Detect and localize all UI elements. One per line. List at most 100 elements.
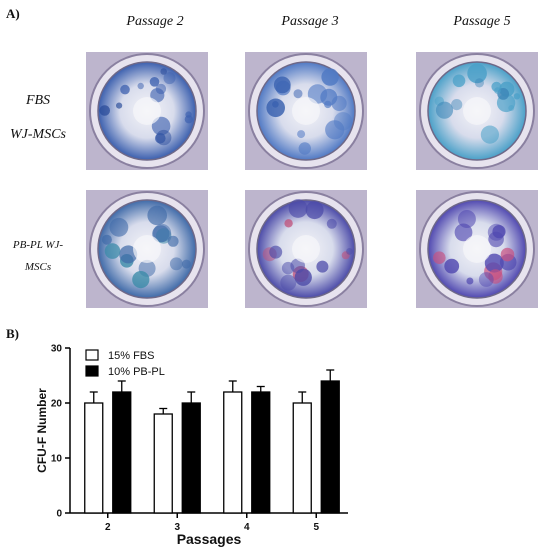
colony-spot bbox=[297, 130, 306, 139]
row-header-fbs-line2: WJ-MSCs bbox=[10, 127, 66, 142]
x-tick-label: 5 bbox=[313, 522, 319, 533]
colony-spot bbox=[494, 87, 501, 94]
colony-spot bbox=[321, 68, 339, 86]
well-image-fbs-passage-2 bbox=[86, 52, 208, 170]
y-tick-label: 20 bbox=[51, 399, 63, 410]
colony-spot bbox=[488, 269, 503, 284]
cfu-f-bar-chart: 0 10 20 30 CFU-F Number Passages 2 3 4 5 15% FBS 10… bbox=[35, 344, 348, 547]
x-axis-title: Passages bbox=[177, 531, 242, 547]
colony-spot bbox=[433, 251, 446, 264]
colony-spot bbox=[104, 243, 121, 259]
x-tick-label: 2 bbox=[105, 522, 111, 533]
colony-spot bbox=[181, 259, 191, 269]
colony-spot bbox=[346, 248, 353, 255]
legend-swatch bbox=[85, 349, 99, 361]
colony-spot bbox=[478, 272, 494, 287]
colony-spot bbox=[325, 120, 345, 140]
colony-spot bbox=[457, 210, 476, 228]
well-image-pbpl-passage-3 bbox=[245, 190, 367, 308]
colony-spot bbox=[316, 260, 329, 273]
x-tick-label: 4 bbox=[244, 522, 250, 533]
column-header-passage-3: Passage 3 bbox=[281, 14, 339, 29]
colony-spot bbox=[492, 225, 506, 239]
bar-pbpl-passage-3 bbox=[181, 402, 201, 514]
colony-spot bbox=[454, 223, 473, 242]
colony-spot bbox=[99, 105, 110, 116]
colony-spot bbox=[324, 100, 332, 109]
colony-spot bbox=[298, 142, 311, 155]
row-header-fbs-line1: FBS bbox=[25, 93, 51, 108]
colony-spot bbox=[132, 271, 150, 289]
colony-spot bbox=[294, 268, 312, 286]
panel-b-label: B) bbox=[6, 326, 19, 341]
well-image-fbs-passage-5 bbox=[416, 52, 538, 170]
legend-label: 15% FBS bbox=[108, 350, 154, 362]
legend-label: 10% PB-PL bbox=[108, 366, 165, 378]
colony-spot bbox=[508, 105, 515, 111]
colony-spot bbox=[163, 72, 176, 85]
colony-spot bbox=[467, 63, 487, 84]
colony-spot bbox=[272, 101, 279, 108]
colony-spot bbox=[500, 247, 515, 262]
colony-spot bbox=[120, 84, 130, 95]
colony-spot bbox=[284, 219, 293, 228]
column-header-passage-2: Passage 2 bbox=[126, 14, 184, 29]
x-tick-label: 3 bbox=[174, 522, 180, 533]
colony-spot bbox=[288, 199, 308, 218]
colony-spot bbox=[147, 205, 167, 226]
colony-spot bbox=[452, 74, 466, 88]
colony-spot bbox=[101, 234, 112, 245]
colony-spot bbox=[137, 82, 144, 90]
colony-spot bbox=[160, 68, 167, 75]
colony-spot bbox=[466, 277, 474, 285]
bar-pbpl-passage-2 bbox=[112, 391, 132, 514]
colony-spot bbox=[513, 93, 521, 100]
well-image-fbs-passage-3 bbox=[245, 52, 367, 170]
bar-fbs-passage-3 bbox=[153, 413, 173, 514]
colony-spot bbox=[293, 89, 303, 99]
colony-spot bbox=[151, 116, 171, 136]
y-tick-label: 0 bbox=[56, 509, 62, 520]
well-image-pbpl-passage-2 bbox=[86, 190, 208, 308]
row-header-pbpl-line2: MSCs bbox=[24, 261, 52, 273]
colony-spot bbox=[153, 223, 172, 243]
colony-spot bbox=[109, 217, 129, 237]
well-image-pbpl-passage-5 bbox=[416, 190, 538, 308]
colony-spot bbox=[167, 235, 179, 247]
colony-spot bbox=[333, 112, 353, 131]
colony-spot bbox=[119, 245, 138, 264]
row-header-fbs: FBS WJ-MSCs bbox=[2, 84, 74, 152]
colony-spot bbox=[156, 129, 172, 146]
colony-spot bbox=[169, 257, 183, 271]
colony-spot bbox=[281, 261, 295, 275]
bar-pbpl-passage-4 bbox=[251, 391, 271, 514]
row-header-pbpl-line1: PB-PL WJ- bbox=[12, 239, 64, 251]
colony-spot bbox=[320, 88, 338, 106]
colony-spot bbox=[116, 102, 123, 109]
colony-spot bbox=[474, 78, 484, 88]
colony-spot bbox=[273, 76, 291, 94]
legend-swatch bbox=[85, 365, 99, 377]
colony-spot bbox=[451, 99, 463, 111]
panel-a-label: A) bbox=[6, 6, 20, 21]
colony-spot bbox=[484, 253, 504, 273]
colony-spot bbox=[149, 77, 160, 87]
bar-fbs-passage-5 bbox=[292, 402, 312, 514]
y-axis-title: CFU-F Number bbox=[35, 388, 49, 473]
colony-spot bbox=[341, 251, 350, 260]
bar-pbpl-passage-5 bbox=[320, 380, 340, 514]
colony-spot bbox=[266, 98, 285, 118]
row-header-pbpl: PB-PL WJ- MSCs bbox=[2, 234, 74, 278]
colony-spot bbox=[326, 218, 337, 229]
column-header-passage-5: Passage 5 bbox=[453, 14, 511, 29]
colony-spot bbox=[435, 101, 454, 119]
colony-spot bbox=[269, 245, 283, 259]
y-tick-label: 30 bbox=[51, 344, 63, 355]
colony-spot bbox=[305, 201, 324, 220]
colony-spot bbox=[155, 133, 166, 144]
colony-spot bbox=[444, 258, 460, 274]
colony-spot bbox=[480, 125, 499, 144]
bar-fbs-passage-4 bbox=[223, 391, 243, 514]
colony-spot bbox=[184, 115, 193, 124]
colony-spot bbox=[280, 274, 297, 291]
